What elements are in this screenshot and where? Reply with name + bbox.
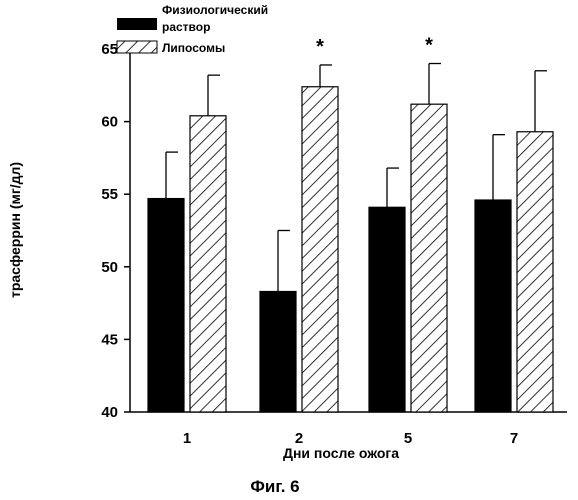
x-axis-title: Дни после ожога [283,445,399,461]
legend-label-saline-line1: Физиологический [162,3,268,17]
x-tick-label: 5 [404,430,412,447]
y-tick-label: 45 [101,331,118,348]
y-axis-title: трасферрин (мг/дл) [7,162,23,298]
x-tick-label: 7 [510,430,518,447]
bar-saline-day-7 [475,200,511,412]
y-ticks: 40 45 50 55 60 65 [101,41,130,421]
significance-marker: * [316,36,324,58]
bar-liposomes-day-1 [190,116,226,412]
legend-label-saline-line2: раствор [162,20,210,34]
y-tick-label: 50 [101,259,118,276]
legend-swatch-solid [117,18,157,30]
significance-marker: * [425,35,433,57]
bar-saline-day-5 [369,207,405,412]
y-tick-label: 40 [101,404,118,421]
bars: ** [148,35,553,412]
y-tick-label: 65 [101,41,118,58]
legend-label-liposomes: Липосомы [162,41,225,55]
x-tick-label: 1 [183,430,191,447]
legend: Физиологический раствор Липосомы [117,3,268,55]
y-tick-label: 60 [101,114,118,131]
bar-liposomes-day-2 [302,87,338,412]
legend-swatch-hatched [117,41,157,53]
figure-caption: Фиг. 6 [250,477,299,496]
bar-saline-day-1 [148,199,184,412]
y-tick-label: 55 [101,186,118,203]
bar-liposomes-day-7 [517,132,553,412]
bar-saline-day-2 [260,291,296,412]
bar-liposomes-day-5 [411,104,447,412]
